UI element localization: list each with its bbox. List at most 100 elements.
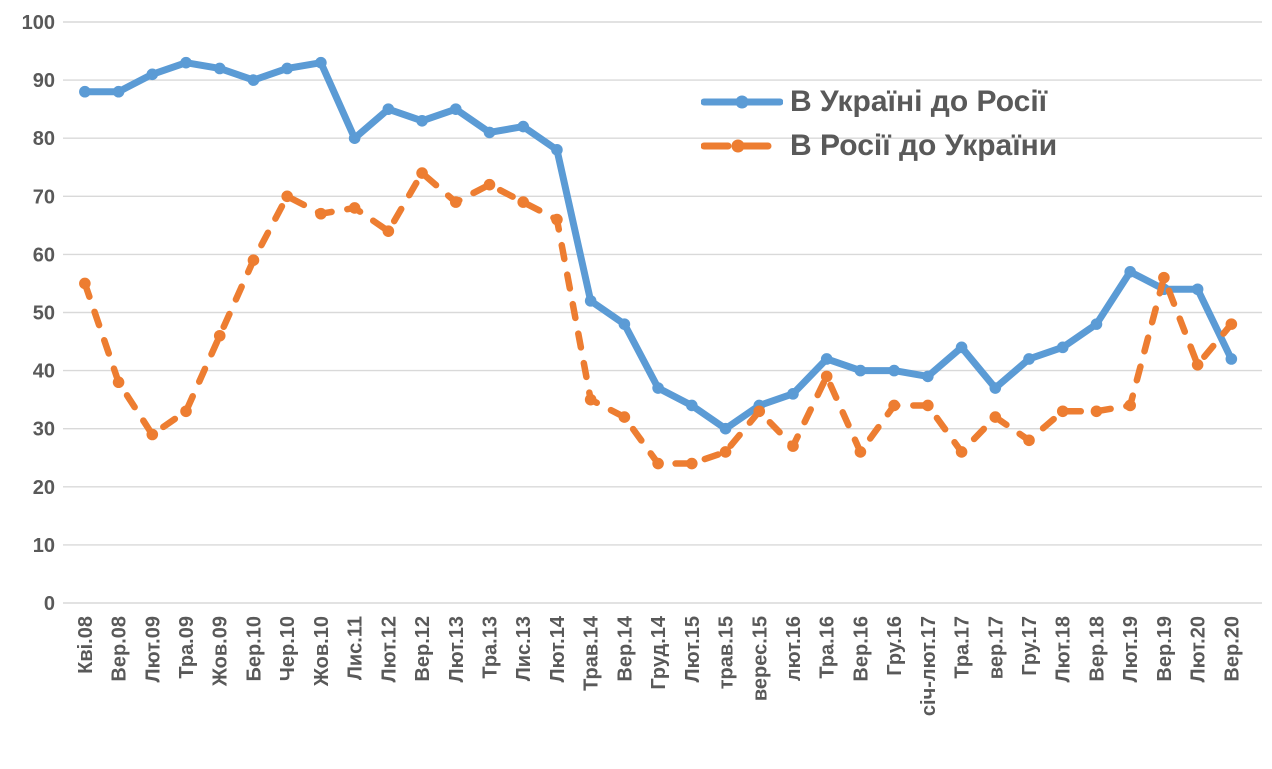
x-axis-tick-label: Вер.14 bbox=[614, 615, 636, 681]
data-point-marker bbox=[955, 446, 968, 458]
x-axis-tick-label: Вер.18 bbox=[1086, 616, 1108, 682]
data-point-marker bbox=[551, 213, 563, 226]
data-point-marker bbox=[1225, 353, 1238, 365]
data-point-marker bbox=[517, 196, 530, 208]
x-axis-tick-label: Лис.13 bbox=[513, 616, 535, 681]
data-point-marker bbox=[686, 457, 698, 470]
data-point-marker bbox=[686, 399, 698, 412]
data-point-marker bbox=[854, 364, 867, 377]
x-axis-tick-label: лют.16 bbox=[783, 616, 805, 681]
data-point-marker bbox=[416, 167, 428, 179]
x-axis-tick-label: Лют.20 bbox=[1188, 616, 1210, 682]
series-line-1 bbox=[81, 169, 1235, 467]
data-point-marker bbox=[315, 207, 327, 220]
x-axis-tick-label: Вер.08 bbox=[109, 616, 131, 682]
data-point-marker bbox=[247, 254, 260, 267]
data-point-marker bbox=[955, 341, 968, 354]
x-axis-tick-label: верес.15 bbox=[749, 616, 771, 701]
data-point-marker bbox=[517, 120, 530, 133]
data-point-marker bbox=[146, 428, 159, 441]
data-point-marker bbox=[348, 132, 361, 144]
data-point-marker bbox=[551, 144, 563, 156]
data-point-marker bbox=[1124, 266, 1136, 278]
x-axis-tick-label: Вер.19 bbox=[1154, 616, 1176, 682]
legend-item-russia-to-ukraine: В Росії до України bbox=[701, 126, 1057, 166]
x-axis-tick-label: Жов.10 bbox=[311, 616, 333, 687]
data-point-marker bbox=[888, 364, 900, 377]
data-point-marker bbox=[382, 225, 395, 237]
legend-swatch-dashed-line-icon bbox=[701, 139, 783, 153]
data-point-marker bbox=[1158, 271, 1170, 284]
x-axis-tick-label: Бер.10 bbox=[243, 616, 265, 682]
x-axis-tick-label: Тра.13 bbox=[480, 616, 502, 679]
x-axis-tick-label: Трав.14 bbox=[581, 615, 603, 691]
data-point-marker bbox=[79, 85, 91, 98]
x-axis-tick-label: Тра.16 bbox=[817, 616, 839, 679]
x-axis-tick-label: трав.15 bbox=[716, 616, 738, 689]
data-point-marker bbox=[1056, 405, 1069, 418]
data-point-marker bbox=[79, 277, 91, 290]
x-axis-tick-label: Тра.17 bbox=[952, 616, 974, 679]
data-point-marker bbox=[180, 405, 192, 418]
data-point-marker bbox=[652, 457, 664, 470]
data-point-marker bbox=[213, 329, 226, 342]
y-axis-tick-label: 60 bbox=[33, 244, 55, 266]
data-point-marker bbox=[922, 399, 934, 412]
y-axis-tick-label: 90 bbox=[33, 70, 55, 92]
data-point-marker bbox=[483, 178, 496, 191]
data-point-marker bbox=[820, 370, 833, 383]
y-axis-tick-label: 10 bbox=[33, 535, 55, 557]
legend-swatch-solid-line-icon bbox=[701, 95, 783, 109]
data-point-marker bbox=[483, 126, 496, 139]
y-axis-tick-label: 70 bbox=[33, 186, 55, 208]
x-axis-tick-label: Вер.20 bbox=[1221, 616, 1243, 682]
chart-legend: В Україні до Росії В Росії до України bbox=[701, 82, 1057, 166]
data-point-marker bbox=[112, 85, 125, 98]
series-line-0 bbox=[81, 59, 1235, 433]
data-point-marker bbox=[753, 405, 766, 418]
data-point-marker bbox=[719, 446, 732, 458]
data-point-marker bbox=[213, 62, 226, 75]
data-point-marker bbox=[348, 202, 361, 214]
x-axis-tick-label: Чер.10 bbox=[277, 616, 299, 681]
data-point-marker bbox=[1124, 399, 1136, 412]
data-point-marker bbox=[1023, 434, 1035, 447]
data-point-marker bbox=[112, 376, 125, 389]
data-point-marker bbox=[989, 382, 1002, 394]
x-axis-tick-label: вер.17 bbox=[985, 616, 1007, 679]
data-point-marker bbox=[854, 446, 867, 458]
data-point-marker bbox=[584, 295, 597, 307]
x-axis-tick-label: Тра.09 bbox=[176, 616, 198, 679]
legend-item-ukraine-to-russia: В Україні до Росії bbox=[701, 82, 1057, 122]
data-point-marker bbox=[888, 399, 900, 412]
y-axis-tick-label: 80 bbox=[33, 128, 55, 150]
data-point-marker bbox=[281, 62, 293, 75]
y-axis-tick-label: 0 bbox=[44, 593, 55, 615]
data-point-marker bbox=[820, 353, 833, 365]
x-axis-tick-label: Лют.14 bbox=[547, 615, 569, 682]
data-point-marker bbox=[180, 56, 192, 69]
y-axis-tick-label: 100 bbox=[22, 12, 55, 34]
data-point-marker bbox=[787, 440, 799, 452]
data-point-marker bbox=[989, 411, 1002, 423]
data-point-marker bbox=[1191, 358, 1204, 371]
data-point-marker bbox=[584, 393, 597, 406]
x-axis-tick-label: Груд.14 bbox=[648, 615, 670, 690]
data-point-marker bbox=[416, 114, 428, 127]
data-point-marker bbox=[146, 68, 159, 81]
x-axis-tick-label: Гру.17 bbox=[1019, 616, 1041, 676]
x-axis-tick-label: Жов.09 bbox=[210, 616, 232, 687]
data-point-marker bbox=[382, 103, 395, 115]
x-axis-tick-label: Лют.18 bbox=[1053, 616, 1075, 682]
legend-label: В Росії до України bbox=[790, 129, 1058, 162]
x-axis-tick-label: Вер.12 bbox=[412, 616, 434, 682]
data-point-marker bbox=[618, 411, 631, 423]
x-axis-tick-label: Вер.16 bbox=[850, 616, 872, 682]
x-axis-tick-label: Лис.11 bbox=[345, 616, 367, 680]
data-point-marker bbox=[1023, 353, 1035, 365]
data-point-marker bbox=[247, 74, 260, 86]
data-point-marker bbox=[1191, 283, 1204, 296]
data-point-marker bbox=[652, 382, 664, 394]
